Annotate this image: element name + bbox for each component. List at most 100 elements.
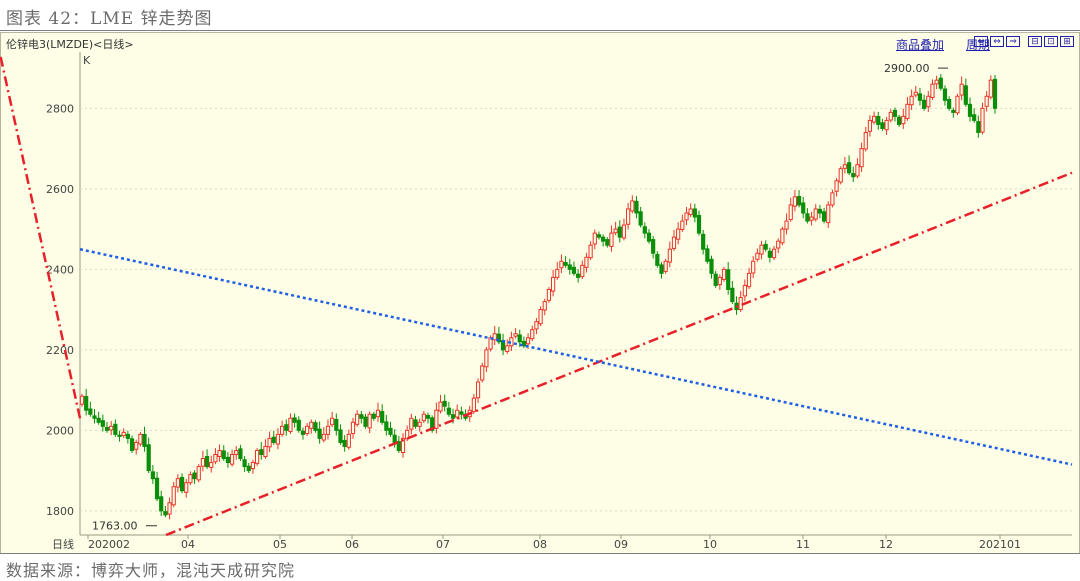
candle-body xyxy=(225,456,231,464)
candle-body xyxy=(192,472,197,480)
candle-body xyxy=(984,95,989,107)
candle-body xyxy=(455,409,460,418)
candle xyxy=(726,262,731,295)
fit-icon[interactable]: ⊡ xyxy=(1044,36,1058,47)
candle-body xyxy=(834,180,839,192)
candle xyxy=(951,107,956,118)
candle xyxy=(209,455,214,473)
candle-body xyxy=(513,333,518,337)
candle xyxy=(742,279,747,302)
candle xyxy=(934,75,939,90)
candle-body xyxy=(221,450,226,460)
candle-body xyxy=(313,422,318,431)
candle xyxy=(263,439,268,459)
x-axis-label: 日线 xyxy=(52,537,74,551)
candle-body xyxy=(480,365,485,381)
candle xyxy=(196,464,201,483)
candle-body xyxy=(184,482,189,493)
candle-body xyxy=(492,333,497,341)
candle xyxy=(346,429,351,450)
candle-body xyxy=(617,226,622,238)
high-price-annotation: 2900.00 xyxy=(884,62,930,75)
candle-body xyxy=(934,79,939,85)
scroll-left-icon[interactable]: ⇐ xyxy=(974,36,988,47)
candle-body xyxy=(229,454,235,465)
candle-body xyxy=(930,83,935,98)
candle xyxy=(134,439,139,455)
candle xyxy=(421,411,426,424)
candle xyxy=(200,450,205,472)
candle xyxy=(238,444,243,461)
candle xyxy=(388,421,393,437)
candle-body xyxy=(425,414,431,419)
x-tick-label: 04 xyxy=(181,538,195,551)
candle xyxy=(730,281,735,304)
candle xyxy=(613,221,618,236)
candle-body xyxy=(163,511,168,516)
candle xyxy=(559,254,564,273)
candle-body xyxy=(696,214,702,234)
candle xyxy=(267,431,272,453)
candle xyxy=(125,430,130,444)
expand-icon[interactable]: ⇔ xyxy=(990,36,1004,47)
candle xyxy=(755,248,760,262)
low-price-annotation: 1763.00 xyxy=(92,520,138,533)
candle-body xyxy=(475,381,481,399)
candle xyxy=(638,206,643,228)
candle xyxy=(538,306,543,327)
zoom-in-icon[interactable]: ⊞ xyxy=(1060,36,1074,47)
candle xyxy=(605,237,610,248)
candle-body xyxy=(796,195,802,206)
price-annotations: 1763.00 2900.00 xyxy=(92,62,948,533)
candle xyxy=(179,473,185,494)
candle xyxy=(550,269,556,297)
candle-body xyxy=(542,301,547,311)
candle xyxy=(926,91,931,112)
candle-body xyxy=(100,420,105,427)
candle xyxy=(542,298,547,316)
candle xyxy=(417,418,422,432)
commodity-overlay-link[interactable]: 商品叠加 xyxy=(896,38,945,52)
chart-title: 图表 42：LME 锌走势图 xyxy=(6,9,213,29)
candle-body xyxy=(621,224,627,239)
candle xyxy=(259,442,264,460)
lower-channel-line xyxy=(165,171,1073,537)
zoom-out-icon[interactable]: ⊟ xyxy=(1028,36,1042,47)
candle-body xyxy=(584,256,589,268)
candle xyxy=(405,425,410,442)
candle xyxy=(651,235,656,259)
candle-body xyxy=(980,107,985,133)
candle-body xyxy=(338,429,343,443)
candle-body xyxy=(171,486,176,506)
candle xyxy=(805,208,810,224)
candle-body xyxy=(730,287,735,303)
candle-body xyxy=(963,85,968,105)
candle-body xyxy=(317,428,322,439)
candle xyxy=(917,87,923,106)
candle-body xyxy=(842,164,848,169)
candle xyxy=(901,108,906,129)
candle-body xyxy=(846,162,852,174)
x-tick-label: 09 xyxy=(614,538,628,551)
candle-body xyxy=(167,502,172,515)
candle-body xyxy=(434,409,439,429)
candle-body xyxy=(988,79,993,98)
candle-body xyxy=(601,236,606,242)
unit-label: K xyxy=(83,54,91,67)
candle-body xyxy=(863,132,868,150)
data-source: 数据来源：博弈大师，混沌天成研究院 xyxy=(6,561,296,580)
candle-body xyxy=(684,212,689,221)
candle xyxy=(492,326,497,346)
candle xyxy=(317,421,322,444)
candle xyxy=(96,411,101,425)
candle xyxy=(780,226,785,246)
candle-body xyxy=(179,476,185,492)
candle xyxy=(342,435,347,452)
candle-body xyxy=(534,321,539,330)
candle xyxy=(992,74,998,114)
candle xyxy=(455,404,460,420)
scroll-right-icon[interactable]: ⇒ xyxy=(1006,36,1020,47)
title-divider xyxy=(0,30,1080,31)
candle xyxy=(500,333,506,356)
period-link[interactable]: 周期 xyxy=(966,38,991,52)
